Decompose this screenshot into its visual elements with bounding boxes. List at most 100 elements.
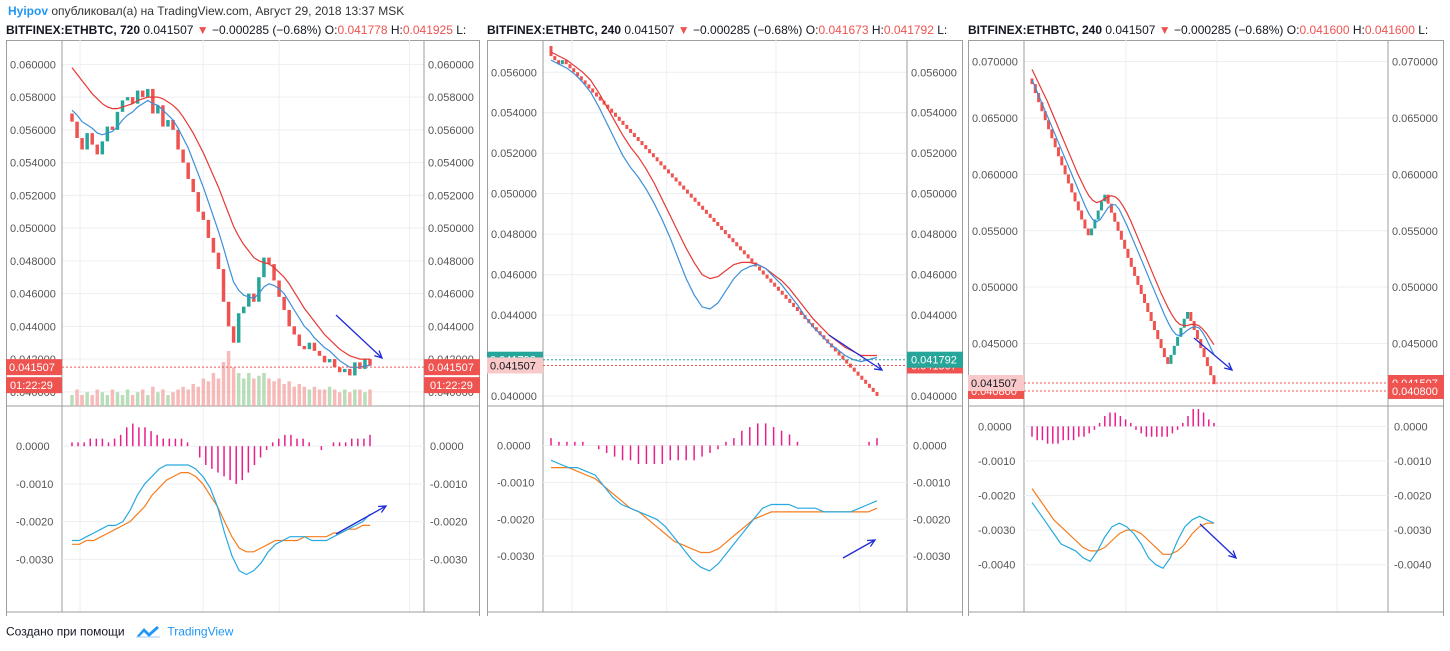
ma-slow-line xyxy=(1031,69,1215,346)
open-label: O: xyxy=(805,23,819,37)
macd-tick-right: 0.0000 xyxy=(430,441,464,453)
price-bar xyxy=(651,153,655,158)
volume-bar xyxy=(130,395,135,406)
signal-line xyxy=(72,472,370,553)
price-tag-bg xyxy=(907,351,963,368)
price-bar xyxy=(583,80,587,85)
high-label: H: xyxy=(871,23,884,37)
price-bar xyxy=(1159,339,1163,349)
price-tick-left: 0.050000 xyxy=(10,223,56,235)
price-bar xyxy=(1202,348,1206,358)
price-bar xyxy=(1070,183,1074,193)
price-bar xyxy=(1043,111,1047,121)
price-bar xyxy=(1149,312,1153,322)
price-bar xyxy=(130,97,135,104)
trend-arrow-head xyxy=(374,350,384,360)
price-bar xyxy=(1076,201,1080,211)
price-bar xyxy=(221,269,226,302)
price-tick-right: 0.052000 xyxy=(911,148,957,160)
high-value: 0.041925 xyxy=(402,23,453,37)
chart-panel-2[interactable]: BITFINEX:ETHBTC, 240 0.041507 ▼ −0.00028… xyxy=(487,20,963,616)
price-bar xyxy=(1056,147,1060,157)
open-value: 0.041673 xyxy=(818,23,869,37)
volume-bar xyxy=(368,389,372,406)
price-bar xyxy=(788,298,792,303)
macd-tick-left: -0.0030 xyxy=(497,551,534,563)
price-tick-right: 0.040000 xyxy=(911,391,957,403)
price-tick-right: 0.052000 xyxy=(428,190,474,202)
macd-tick-left: -0.0020 xyxy=(16,517,53,529)
footer: Создано при помощи TradingView xyxy=(6,624,233,641)
volume-bar xyxy=(287,381,291,406)
price-tick-left: 0.056000 xyxy=(10,125,56,137)
price-bar xyxy=(761,270,765,275)
price-bar xyxy=(343,368,347,373)
chart-panel-1[interactable]: BITFINEX:ETHBTC, 720 0.041507 ▼ −0.00028… xyxy=(6,20,480,616)
price-bar xyxy=(302,345,307,350)
price-bar xyxy=(322,355,327,363)
macd-tick-left: -0.0010 xyxy=(16,479,53,491)
price-bar xyxy=(560,60,564,65)
price-bar xyxy=(80,138,84,150)
price-bar xyxy=(211,237,216,253)
price-bar xyxy=(257,277,261,302)
volume-bar xyxy=(257,375,261,406)
price-bar xyxy=(1189,312,1193,322)
volume-bar xyxy=(105,395,110,406)
price-bar xyxy=(742,250,746,255)
price-bar xyxy=(337,367,342,373)
down-arrow-icon: ▼ xyxy=(1158,23,1171,37)
price-bar xyxy=(297,334,302,346)
volume-bar xyxy=(262,373,266,406)
price-bar xyxy=(1166,357,1170,364)
price-tick-right: 0.050000 xyxy=(1392,282,1438,294)
price-bar xyxy=(85,133,89,150)
volume-bar xyxy=(353,389,357,406)
created-with-label: Создано при помощи xyxy=(6,624,125,639)
author-link[interactable]: Hyipov xyxy=(8,4,49,18)
chart-svg-2[interactable]: 0.056000 0.056000 0.054000 0.054000 0.052000… xyxy=(487,40,963,616)
chart-svg-1[interactable]: 0.060000 0.060000 0.058000 0.058000 0.056000… xyxy=(6,40,480,616)
price-bar xyxy=(1146,302,1150,312)
chart-panel-3[interactable]: BITFINEX:ETHBTC, 240 0.041507 ▼ −0.00028… xyxy=(968,20,1444,616)
price-bar xyxy=(841,355,845,360)
price-bar xyxy=(757,266,761,271)
price-bar xyxy=(166,120,170,127)
price-bar xyxy=(105,126,110,142)
price-bar xyxy=(292,326,296,335)
volume-bar xyxy=(80,395,84,406)
trend-arrow-head xyxy=(873,362,884,371)
price-bar xyxy=(852,367,856,372)
tradingview-logo-icon[interactable] xyxy=(135,624,160,641)
price-bar xyxy=(701,205,705,210)
change-value: −0.000285 (−0.68%) xyxy=(212,23,322,37)
price-tick-left: 0.050000 xyxy=(972,282,1018,294)
price-tick-left: 0.046000 xyxy=(10,289,56,301)
volume-bar xyxy=(70,395,74,406)
volume-bar xyxy=(125,389,130,406)
trend-arrow xyxy=(335,314,383,359)
price-bar xyxy=(1139,284,1143,294)
price-bar xyxy=(1040,102,1044,112)
price-tick-right: 0.050000 xyxy=(911,189,957,201)
price-bar xyxy=(871,387,875,392)
price-bar xyxy=(196,192,201,212)
volume-bar xyxy=(216,378,221,406)
price-bar xyxy=(640,141,644,146)
price-bar xyxy=(171,120,175,130)
price-bar xyxy=(557,60,561,65)
price-bar xyxy=(735,242,739,247)
ma-fast-line xyxy=(71,99,370,368)
trend-arrow xyxy=(828,334,883,371)
price-bar xyxy=(1205,357,1209,367)
chart-svg-3[interactable]: 0.070000 0.070000 0.065000 0.065000 0.060000… xyxy=(968,40,1444,616)
price-bar xyxy=(161,105,165,127)
ma-slow-line xyxy=(71,67,370,360)
price-bar xyxy=(1209,366,1213,376)
price-tag-bg xyxy=(6,359,62,376)
price-bar xyxy=(1192,321,1196,331)
price-tick-right: 0.056000 xyxy=(911,67,957,79)
price-bar xyxy=(594,92,598,97)
tradingview-link[interactable]: TradingView xyxy=(167,624,234,639)
macd-tick-left: -0.0010 xyxy=(497,477,534,489)
